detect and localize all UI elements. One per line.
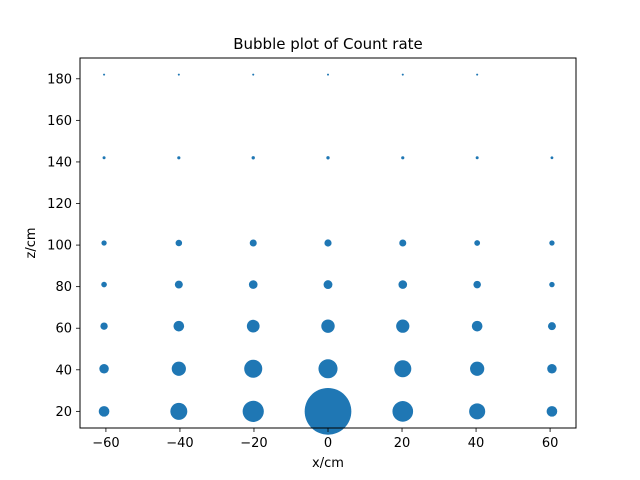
bubble-point	[175, 239, 183, 247]
bubble-point	[547, 364, 557, 374]
bubble-point	[246, 319, 260, 333]
bubble-point	[323, 280, 333, 289]
bubble-point	[249, 239, 257, 247]
bubble-point	[174, 280, 183, 289]
bubble-point	[318, 359, 338, 379]
y-tick-label: 140	[47, 155, 72, 170]
x-axis-label: x/cm	[312, 456, 344, 471]
bubble-point	[324, 239, 332, 247]
bubble-point	[248, 280, 258, 289]
bubble-point	[326, 156, 330, 160]
bubble-point	[101, 281, 107, 288]
axes-border	[79, 57, 577, 429]
y-tick-label: 20	[55, 405, 72, 420]
x-axis-ticks: −60 −40 −20 0 20 40 60	[92, 428, 558, 451]
bubble-point	[401, 73, 404, 76]
y-tick-label: 40	[55, 363, 72, 378]
x-tick-label: 60	[542, 436, 559, 451]
bubble-point	[399, 239, 407, 247]
bubble-point	[98, 406, 110, 417]
bubble-point	[476, 73, 479, 76]
bubble-point	[103, 73, 106, 76]
bubble-point	[244, 359, 263, 378]
bubble-point	[474, 240, 481, 246]
bubble-point	[396, 319, 410, 333]
bubble-point	[550, 156, 554, 160]
y-axis-label: z/cm	[24, 227, 39, 258]
x-tick-label: 40	[468, 436, 485, 451]
bubble-point	[101, 240, 107, 246]
bubble-point	[321, 319, 335, 333]
y-tick-label: 120	[47, 197, 72, 212]
bubble-point	[177, 156, 181, 160]
bubble-point	[475, 156, 479, 160]
bubble-point	[470, 361, 485, 376]
y-tick-label: 160	[47, 114, 72, 129]
x-tick-label: −20	[240, 436, 267, 451]
bubble-point	[473, 280, 481, 289]
chart-title: Bubble plot of Count rate	[233, 35, 423, 53]
bubble-point	[252, 73, 255, 76]
y-tick-label: 100	[47, 239, 72, 254]
bubble-point	[102, 156, 106, 160]
bubble-point	[251, 156, 255, 160]
bubble-point	[471, 320, 483, 332]
bubble-point	[469, 403, 486, 420]
bubble-point	[304, 388, 352, 435]
bubble-point	[100, 322, 108, 330]
x-tick-label: 0	[324, 436, 332, 451]
bubble-series	[98, 73, 558, 435]
bubble-point	[173, 320, 185, 332]
y-axis-ticks: 20 40 60 80 100 120 140 160 180	[47, 72, 80, 420]
bubble-point	[392, 401, 414, 422]
bubble-point	[171, 361, 186, 376]
bubble-point	[327, 73, 329, 76]
y-tick-label: 180	[47, 72, 72, 87]
y-tick-label: 80	[55, 280, 72, 295]
bubble-point	[401, 156, 405, 160]
bubble-point	[177, 73, 180, 76]
x-tick-label: −60	[92, 436, 119, 451]
bubble-point	[99, 364, 109, 374]
bubble-point	[547, 322, 556, 331]
bubble-point	[549, 240, 555, 246]
bubble-point	[394, 360, 412, 378]
bubble-point	[398, 280, 408, 289]
bubble-point	[242, 400, 264, 422]
bubble-point	[549, 281, 555, 288]
bubble-point	[170, 402, 188, 420]
x-tick-label: 20	[394, 436, 411, 451]
bubble-point	[546, 406, 558, 417]
y-tick-label: 60	[55, 322, 72, 337]
x-tick-label: −40	[166, 436, 193, 451]
